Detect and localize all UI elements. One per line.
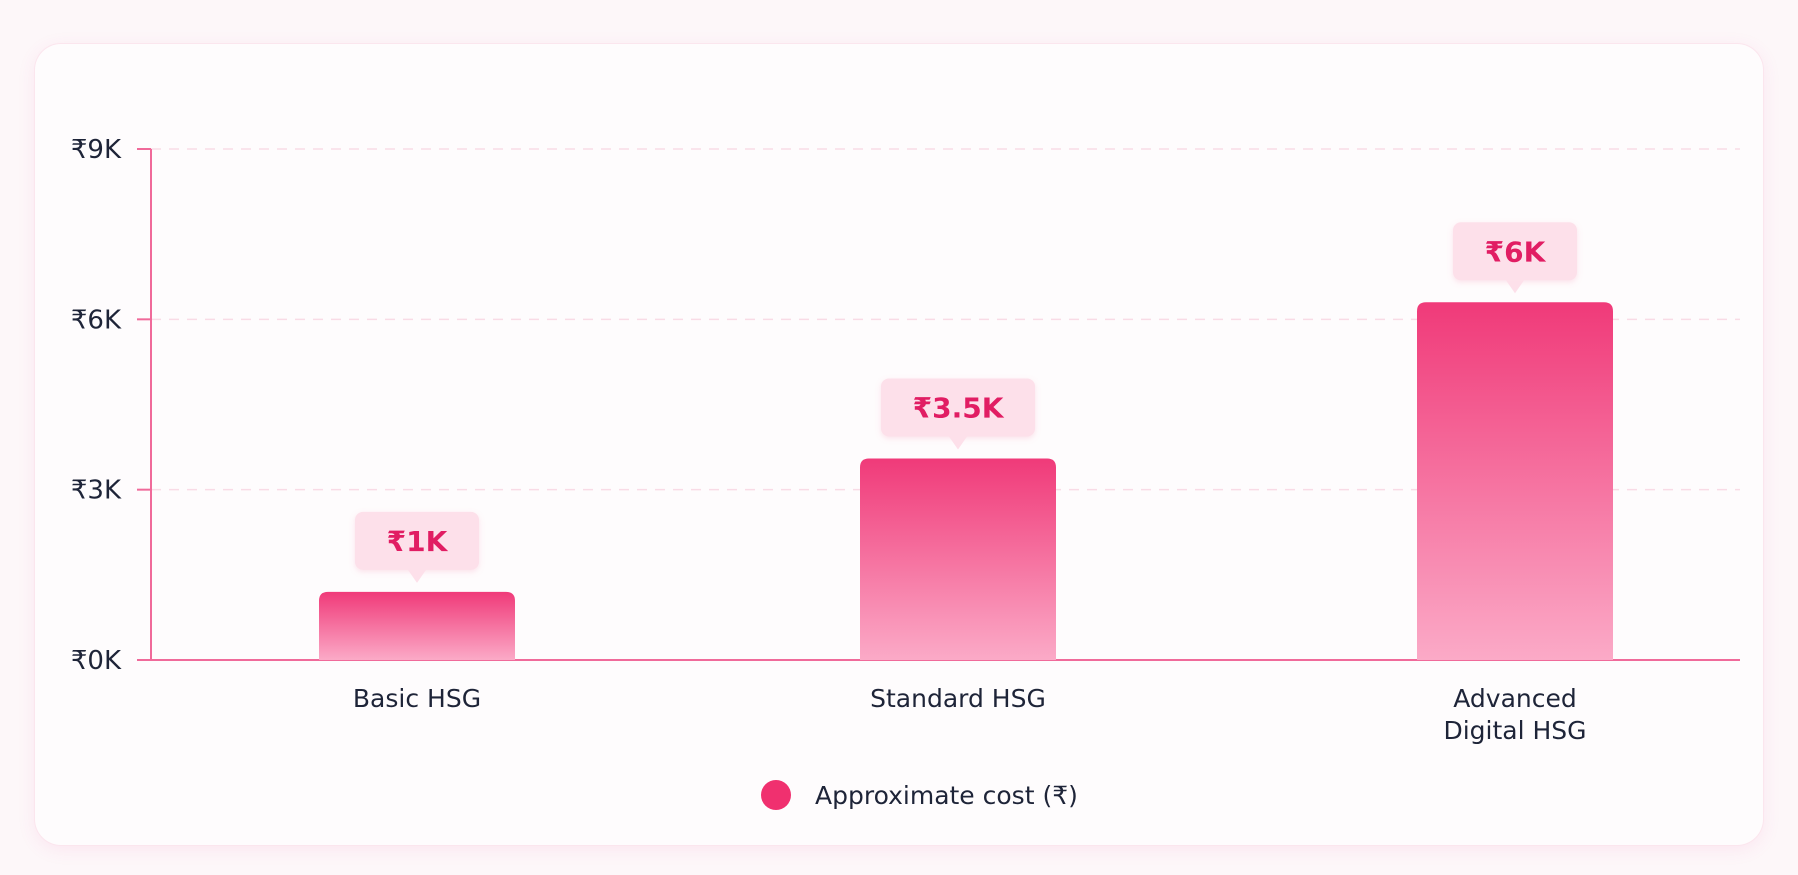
x-category-label: Digital HSG — [1443, 716, 1586, 745]
data-label-pointer — [1506, 280, 1524, 294]
x-category-label: Basic HSG — [353, 684, 481, 713]
bar — [1417, 302, 1613, 660]
legend: Approximate cost (₹) — [761, 780, 1078, 810]
data-label-bg — [355, 511, 479, 570]
y-tick-label: ₹3K — [71, 476, 122, 506]
bar — [319, 591, 515, 660]
data-label-pointer — [949, 436, 967, 450]
data-label: ₹6K — [1485, 235, 1547, 268]
data-labels: ₹1K ₹3.5K ₹6K — [355, 222, 1577, 583]
bar — [860, 458, 1056, 660]
data-label-bg — [1453, 222, 1577, 281]
bars — [319, 302, 1613, 660]
data-label: ₹3.5K — [913, 391, 1005, 424]
x-category-label: Standard HSG — [870, 684, 1046, 713]
y-tick-label: ₹6K — [71, 305, 122, 335]
data-label: ₹1K — [387, 525, 449, 558]
y-tick-label: ₹9K — [71, 135, 122, 165]
data-label-callout: ₹1K — [355, 511, 479, 583]
y-tick-label: ₹0K — [71, 646, 122, 676]
data-label-callout: ₹6K — [1453, 222, 1577, 294]
x-category-label: Advanced — [1453, 684, 1577, 713]
legend-dot — [761, 780, 791, 810]
data-label-bg — [881, 378, 1035, 437]
data-label-callout: ₹3.5K — [881, 378, 1035, 450]
data-label-pointer — [408, 569, 426, 583]
legend-label: Approximate cost (₹) — [815, 781, 1078, 810]
